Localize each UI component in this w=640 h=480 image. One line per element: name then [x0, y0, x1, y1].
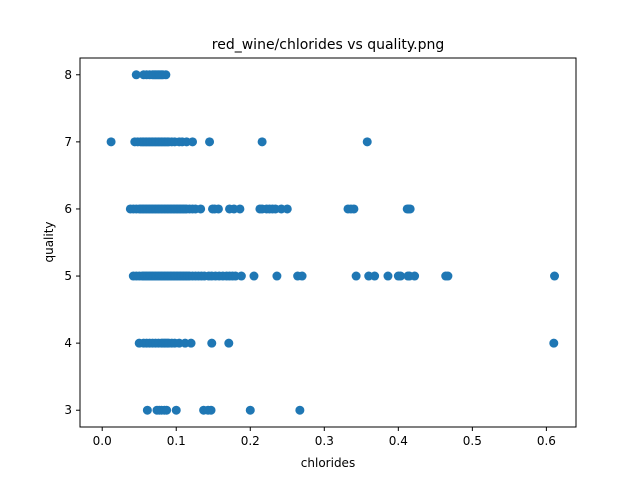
- data-point: [257, 137, 267, 147]
- data-points: [106, 70, 560, 415]
- data-point: [549, 338, 559, 348]
- data-point: [171, 405, 181, 415]
- y-axis-label: quality: [42, 221, 56, 262]
- data-point: [161, 70, 171, 80]
- data-point: [362, 137, 372, 147]
- data-point: [196, 204, 206, 214]
- data-point: [236, 271, 246, 281]
- data-point: [272, 271, 282, 281]
- y-ticks: 3 4 5 6 7 8: [64, 68, 80, 417]
- data-point: [443, 271, 453, 281]
- y-tick-label: 5: [64, 269, 72, 283]
- data-point: [351, 271, 361, 281]
- y-tick-label: 6: [64, 202, 72, 216]
- plot-frame: [79, 57, 577, 428]
- y-tick-label: 7: [64, 135, 72, 149]
- x-tick-label: 0.1: [167, 434, 186, 448]
- y-tick-label: 4: [64, 336, 72, 350]
- chart-title: red_wine/chlorides vs quality.png: [212, 37, 444, 53]
- x-tick-label: 0.5: [463, 434, 482, 448]
- x-axis-label: chlorides: [301, 456, 355, 470]
- data-point: [295, 405, 305, 415]
- data-point: [550, 271, 560, 281]
- x-tick-label: 0.0: [93, 434, 112, 448]
- data-point: [297, 271, 307, 281]
- y-tick-label: 3: [64, 403, 72, 417]
- x-tick-label: 0.3: [315, 434, 334, 448]
- data-point: [224, 338, 234, 348]
- data-point: [396, 271, 406, 281]
- data-point: [142, 405, 152, 415]
- data-point: [188, 137, 198, 147]
- data-point: [205, 137, 215, 147]
- data-point: [405, 204, 415, 214]
- x-tick-label: 0.6: [537, 434, 556, 448]
- data-point: [410, 271, 420, 281]
- data-point: [249, 271, 259, 281]
- x-tick-label: 0.2: [241, 434, 260, 448]
- data-point: [349, 204, 359, 214]
- data-point: [207, 338, 217, 348]
- data-point: [245, 405, 255, 415]
- data-point: [131, 70, 141, 80]
- data-point: [162, 405, 172, 415]
- data-point: [282, 204, 292, 214]
- data-point: [383, 271, 393, 281]
- data-point: [106, 137, 116, 147]
- x-ticks: 0.0 0.1 0.2 0.3 0.4 0.5 0.6: [93, 427, 556, 448]
- data-point: [186, 338, 196, 348]
- data-point: [213, 204, 223, 214]
- x-tick-label: 0.4: [389, 434, 408, 448]
- y-tick-label: 8: [64, 68, 72, 82]
- data-point: [206, 405, 216, 415]
- data-point: [370, 271, 380, 281]
- data-point: [235, 204, 245, 214]
